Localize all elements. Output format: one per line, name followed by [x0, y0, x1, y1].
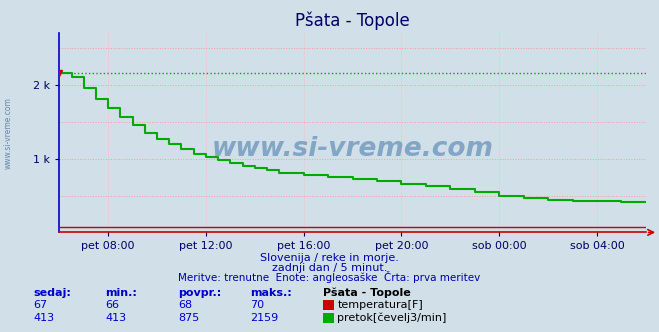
- Text: temperatura[F]: temperatura[F]: [337, 300, 423, 310]
- Text: 70: 70: [250, 300, 264, 310]
- Text: 67: 67: [33, 300, 47, 310]
- Text: maks.:: maks.:: [250, 289, 292, 298]
- Text: min.:: min.:: [105, 289, 137, 298]
- Title: Pšata - Topole: Pšata - Topole: [295, 12, 410, 30]
- Text: 875: 875: [178, 313, 199, 323]
- Text: sedaj:: sedaj:: [33, 289, 71, 298]
- Text: povpr.:: povpr.:: [178, 289, 221, 298]
- Text: zadnji dan / 5 minut.: zadnji dan / 5 minut.: [272, 263, 387, 273]
- Text: pretok[čevelj3/min]: pretok[čevelj3/min]: [337, 312, 447, 323]
- Text: www.si-vreme.com: www.si-vreme.com: [4, 97, 13, 169]
- Text: 413: 413: [33, 313, 54, 323]
- Text: Meritve: trenutne  Enote: angleosaške  Črta: prva meritev: Meritve: trenutne Enote: angleosaške Črt…: [179, 271, 480, 283]
- Text: 68: 68: [178, 300, 192, 310]
- Text: Slovenija / reke in morje.: Slovenija / reke in morje.: [260, 253, 399, 263]
- Text: 66: 66: [105, 300, 119, 310]
- Text: www.si-vreme.com: www.si-vreme.com: [212, 136, 494, 162]
- Text: 413: 413: [105, 313, 127, 323]
- Text: Pšata - Topole: Pšata - Topole: [323, 288, 411, 298]
- Text: 2159: 2159: [250, 313, 279, 323]
